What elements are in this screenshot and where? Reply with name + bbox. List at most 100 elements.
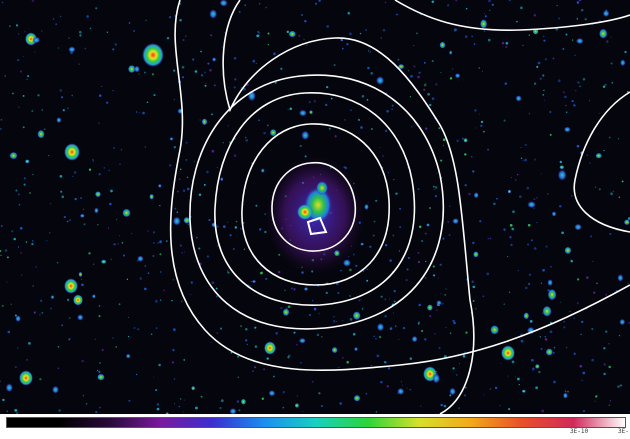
noise-dot: [240, 325, 243, 328]
noise-dot: [373, 335, 375, 337]
noise-dot: [23, 177, 26, 180]
noise-dot: [402, 384, 403, 386]
field-source: [599, 28, 608, 39]
noise-dot: [454, 28, 457, 32]
noise-dot: [138, 112, 141, 114]
noise-dot: [282, 390, 286, 394]
noise-dot: [522, 159, 524, 162]
noise-dot: [293, 331, 296, 334]
noise-dot: [339, 402, 343, 405]
noise-dot: [31, 0, 35, 2]
noise-dot: [158, 363, 161, 367]
noise-dot: [417, 188, 420, 191]
noise-dot: [472, 170, 475, 173]
noise-dot: [531, 358, 534, 362]
noise-dot: [371, 128, 373, 130]
noise-dot: [509, 236, 512, 239]
noise-dot: [336, 320, 338, 323]
noise-dot: [190, 293, 192, 296]
noise-dot: [244, 4, 247, 6]
noise-dot: [66, 220, 69, 223]
noise-dot: [556, 5, 558, 7]
noise-dot: [263, 368, 266, 371]
noise-dot: [126, 278, 129, 281]
noise-dot: [227, 125, 229, 127]
noise-dot: [304, 19, 307, 23]
noise-dot: [472, 299, 475, 302]
noise-dot: [559, 160, 563, 164]
noise-dot: [464, 153, 467, 156]
field-source: [52, 385, 59, 394]
noise-dot: [444, 294, 446, 296]
noise-dot: [527, 223, 531, 227]
field-source: [574, 223, 582, 231]
noise-dot: [68, 317, 71, 319]
noise-dot: [392, 312, 395, 314]
field-source: [94, 207, 99, 214]
noise-dot: [98, 94, 102, 97]
noise-dot: [456, 139, 459, 143]
bright-source: [73, 294, 83, 306]
noise-dot: [11, 92, 14, 95]
noise-dot: [592, 260, 594, 263]
noise-dot: [128, 316, 130, 318]
noise-dot: [84, 47, 87, 50]
noise-dot: [518, 383, 520, 386]
noise-dot: [545, 245, 548, 248]
noise-dot: [375, 199, 378, 202]
field-source: [542, 305, 552, 317]
noise-dot: [606, 40, 609, 43]
noise-dot: [509, 224, 513, 227]
noise-dot: [121, 241, 124, 244]
noise-dot: [31, 242, 34, 246]
noise-dot: [483, 30, 486, 33]
noise-dot: [289, 107, 293, 111]
noise-dot: [471, 35, 473, 38]
noise-dot: [255, 63, 257, 65]
noise-dot: [110, 189, 113, 193]
noise-dot: [179, 168, 182, 171]
noise-dot: [605, 293, 608, 296]
noise-dot: [442, 138, 446, 141]
noise-dot: [52, 18, 55, 20]
noise-dot: [525, 286, 528, 290]
noise-dot: [181, 251, 184, 254]
noise-dot: [558, 17, 561, 20]
noise-dot: [211, 149, 215, 153]
noise-dot: [186, 176, 189, 179]
noise-dot: [410, 74, 413, 78]
noise-dot: [491, 3, 494, 6]
noise-dot: [346, 43, 349, 46]
noise-dot: [373, 220, 376, 223]
field-source: [353, 394, 361, 402]
noise-dot: [19, 226, 23, 230]
noise-dot: [227, 271, 230, 274]
noise-dot: [156, 403, 160, 406]
field-source: [426, 223, 430, 227]
noise-dot: [118, 303, 121, 306]
noise-dot: [333, 64, 336, 67]
noise-dot: [603, 363, 606, 366]
field-source: [169, 137, 174, 141]
field-source: [309, 110, 313, 115]
field-source: [527, 201, 536, 209]
field-source: [354, 347, 358, 352]
noise-dot: [598, 112, 600, 114]
field-source: [15, 315, 21, 322]
noise-dot: [81, 283, 84, 287]
noise-dot: [535, 386, 538, 390]
noise-dot: [0, 250, 2, 253]
noise-dot: [489, 237, 491, 239]
noise-dot: [536, 222, 538, 224]
noise-dot: [216, 332, 219, 334]
noise-dot: [458, 407, 460, 409]
noise-dot: [258, 119, 260, 122]
noise-dot: [69, 219, 71, 221]
noise-dot: [418, 225, 422, 229]
noise-dot: [382, 28, 386, 32]
noise-dot: [334, 135, 337, 138]
noise-dot: [112, 89, 114, 92]
noise-dot: [169, 164, 172, 167]
sky-image: [0, 0, 630, 414]
noise-dot: [384, 243, 388, 247]
